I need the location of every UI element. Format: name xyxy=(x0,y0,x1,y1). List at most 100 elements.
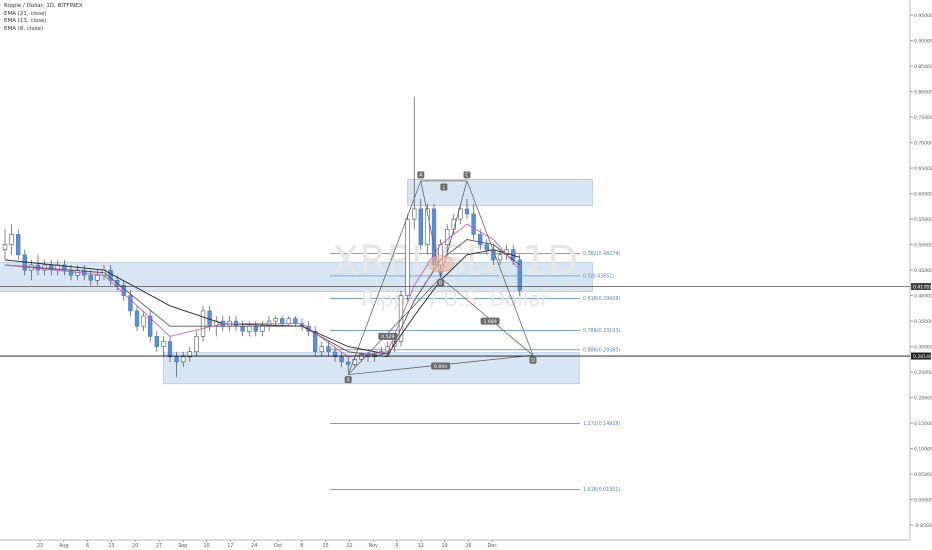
current-price-label: 0.41781 xyxy=(913,284,932,290)
candles xyxy=(2,96,522,378)
watermark-name: Ripple / U.S. Dollar xyxy=(361,287,550,311)
candle-body xyxy=(141,315,146,327)
y-tick-label: 0.10000 xyxy=(914,446,932,452)
candle-body xyxy=(187,351,192,358)
fib-level-label: 1.272(0.14918) xyxy=(583,421,620,427)
fib-level-label: 0.5(0.43851) xyxy=(583,274,614,280)
x-tick-label: Dec xyxy=(488,543,498,549)
y-tick-label: 0.70000 xyxy=(914,140,932,146)
ratio-badge xyxy=(480,317,500,325)
ratio-badge xyxy=(431,362,451,370)
x-tick-label: Aug xyxy=(59,543,68,549)
candle-body xyxy=(313,331,318,352)
candle-body xyxy=(128,295,133,312)
pattern-leg-cd xyxy=(466,180,534,356)
candle-body xyxy=(194,336,199,352)
candle-body xyxy=(167,341,173,358)
x-tick-label: 24 xyxy=(251,543,257,549)
candle-body xyxy=(2,244,8,250)
fib-level-label: 1.618(0.01951) xyxy=(583,487,620,493)
candle-body xyxy=(68,269,74,276)
x-tick-label: 26 xyxy=(465,543,471,549)
fib-level-label: 0.786(0.33133) xyxy=(583,328,620,334)
x-tick-label: Nov xyxy=(369,543,379,549)
crosshair-label: 0.28148 xyxy=(913,354,932,360)
candle-body xyxy=(260,325,265,332)
legend-ema-8[interactable]: EMA (8, close) xyxy=(4,25,44,32)
candle-body xyxy=(148,315,153,337)
candle-body xyxy=(445,229,450,245)
candle-body xyxy=(9,234,14,245)
candle-body xyxy=(280,318,285,324)
candle-body xyxy=(95,274,100,281)
candle-body xyxy=(247,325,252,332)
y-tick-label: 0.15000 xyxy=(914,421,932,427)
pattern-point-label: C xyxy=(465,173,469,179)
pattern-point-badge xyxy=(417,171,425,179)
candle-body xyxy=(293,318,298,324)
candle-body xyxy=(405,218,410,296)
ema-line xyxy=(4,249,520,355)
y-tick-label: 0.65000 xyxy=(914,166,932,172)
candle-body xyxy=(517,259,522,291)
x-tick-label: Sep xyxy=(178,543,187,549)
x-tick-label: 19 xyxy=(442,543,448,549)
fib-level-label: 0.886(0.29385) xyxy=(583,347,620,353)
candle-body xyxy=(359,354,364,360)
candle-body xyxy=(154,336,159,347)
ratio-badge xyxy=(378,332,398,340)
legend-ema-21[interactable]: EMA (21, close) xyxy=(4,10,47,17)
y-tick-label: 0.25000 xyxy=(914,370,932,376)
legend: Ripple / Dollar, 1D, BITFINEX EMA (21, c… xyxy=(4,3,83,33)
y-tick-label: 0.50000 xyxy=(914,242,932,248)
fib-level-label: 0.618(0.39429) xyxy=(583,296,620,302)
pattern-leg-xb xyxy=(347,277,441,375)
candle-body xyxy=(458,208,463,220)
y-tick-label: 0.95000 xyxy=(914,13,932,19)
crosshair-badge xyxy=(911,352,931,360)
watermark: XRPUSD, 1D Ripple / U.S. Dollar xyxy=(332,238,578,311)
harmonic-pattern: X A B C D 0.529 1 1.689 0.894 xyxy=(344,171,537,383)
x-tick-label: 22 xyxy=(346,543,352,549)
fib-level-label: 0.382(0.48274) xyxy=(583,251,620,257)
x-tick-label: 5 xyxy=(395,543,398,549)
ratio-label: 1.689 xyxy=(484,319,497,325)
y-tick-label: 0.45000 xyxy=(914,268,932,274)
candle-body xyxy=(346,361,351,365)
highlight-ellipse xyxy=(427,255,454,272)
pattern-point-badge xyxy=(529,356,537,364)
y-tick-label: 0.30000 xyxy=(914,344,932,350)
y-tick-label: 0.80000 xyxy=(914,89,932,95)
pattern-point-label: D xyxy=(531,358,535,364)
legend-ema-13[interactable]: EMA (13, close) xyxy=(4,18,47,24)
y-tick-label: 0.90000 xyxy=(914,38,932,44)
y-tick-label: -0.05000 xyxy=(914,523,932,529)
candle-body xyxy=(412,208,417,220)
candle-body xyxy=(418,208,423,245)
y-tick-label: 0.40000 xyxy=(914,293,932,299)
x-tick-label: 15 xyxy=(323,543,329,549)
candle-body xyxy=(134,310,140,327)
candle-body xyxy=(286,318,291,324)
candle-body xyxy=(240,325,245,332)
candle-body xyxy=(253,325,258,332)
candle-body xyxy=(478,234,483,245)
candle-body xyxy=(62,264,67,271)
candle-body xyxy=(471,213,476,235)
pattern-leg-xa xyxy=(347,180,422,375)
pattern-point-label: X xyxy=(346,377,350,383)
x-tick-label: 13 xyxy=(108,543,114,549)
pattern-point-label: A xyxy=(419,173,423,179)
candle-body xyxy=(273,318,278,322)
x-tick-label: 6 xyxy=(86,543,89,549)
pattern-point-badge xyxy=(437,279,445,287)
y-tick-label: 0.60000 xyxy=(914,191,932,197)
ratio-badge xyxy=(440,183,448,191)
x-tick-label: 23 xyxy=(37,543,43,549)
support-resistance-zone xyxy=(407,179,593,207)
watermark-symbol: XRPUSD, 1D xyxy=(332,238,578,284)
x-tick-label: 8 xyxy=(300,543,303,549)
candle-body xyxy=(161,341,166,347)
candle-body xyxy=(497,254,503,261)
